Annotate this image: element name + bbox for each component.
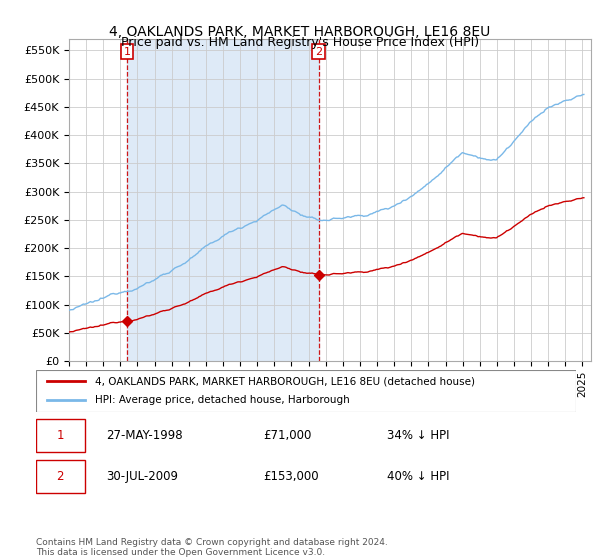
- Bar: [127, 39, 319, 361]
- Text: Contains HM Land Registry data © Crown copyright and database right 2024.
This d: Contains HM Land Registry data © Crown c…: [36, 538, 388, 557]
- Text: £153,000: £153,000: [263, 469, 319, 483]
- Text: 1: 1: [56, 429, 64, 442]
- Text: £71,000: £71,000: [263, 429, 311, 442]
- Text: HPI: Average price, detached house, Harborough: HPI: Average price, detached house, Harb…: [95, 395, 350, 405]
- Text: 27-MAY-1998: 27-MAY-1998: [106, 429, 183, 442]
- Text: 34% ↓ HPI: 34% ↓ HPI: [387, 429, 449, 442]
- Text: 4, OAKLANDS PARK, MARKET HARBOROUGH, LE16 8EU (detached house): 4, OAKLANDS PARK, MARKET HARBOROUGH, LE1…: [95, 376, 475, 386]
- FancyBboxPatch shape: [36, 460, 85, 493]
- FancyBboxPatch shape: [36, 370, 576, 412]
- Text: 1: 1: [124, 46, 131, 57]
- Text: 2: 2: [56, 469, 64, 483]
- Text: 4, OAKLANDS PARK, MARKET HARBOROUGH, LE16 8EU: 4, OAKLANDS PARK, MARKET HARBOROUGH, LE1…: [109, 25, 491, 39]
- Text: 30-JUL-2009: 30-JUL-2009: [106, 469, 178, 483]
- Text: Price paid vs. HM Land Registry's House Price Index (HPI): Price paid vs. HM Land Registry's House …: [121, 36, 479, 49]
- Text: 40% ↓ HPI: 40% ↓ HPI: [387, 469, 449, 483]
- FancyBboxPatch shape: [36, 419, 85, 452]
- Text: 2: 2: [315, 46, 322, 57]
